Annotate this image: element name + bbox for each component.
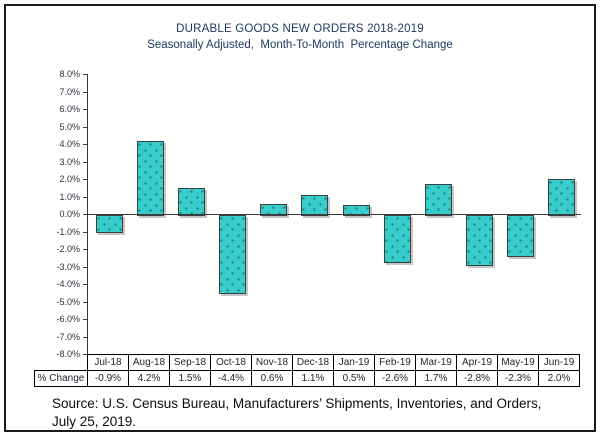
value-cell: 0.6% xyxy=(251,370,293,387)
y-tick-mark xyxy=(83,91,88,93)
y-tick-label: 8.0% xyxy=(59,69,80,79)
value-cell: -0.9% xyxy=(87,370,129,387)
value-cell: -2.8% xyxy=(456,370,498,387)
value-cell: 1.7% xyxy=(415,370,457,387)
value-cell: -2.3% xyxy=(497,370,539,387)
month-header-cell: Nov-18 xyxy=(251,354,293,371)
y-tick-label: -6.0% xyxy=(56,314,80,324)
y-tick-mark xyxy=(83,231,88,233)
bar-sep-18 xyxy=(178,187,206,216)
bar-apr-19 xyxy=(465,215,493,266)
row-label-cell: % Change xyxy=(34,370,88,387)
y-tick-label: -8.0% xyxy=(56,349,80,359)
y-tick-label: -4.0% xyxy=(56,279,80,289)
table-row-months: Jul-18 Aug-18 Sep-18 Oct-18 Nov-18 Dec-18 Jan-… xyxy=(35,354,580,371)
table-corner-cell xyxy=(35,355,88,371)
plot-area: 8.0% 7.0% 6.0% 5.0% 4.0% 3.0% 2.0% 1.0% 0.0% -1.0… xyxy=(56,69,581,359)
y-tick-label: 0.0% xyxy=(59,209,80,219)
table-row-values: % Change -0.9% 4.2% 1.5% -4.4% 0.6% 1.1% 0.5% -2… xyxy=(34,370,580,387)
y-tick-label: 7.0% xyxy=(59,86,80,97)
bar-mar-19 xyxy=(424,184,452,216)
y-tick-label: -1.0% xyxy=(56,226,80,237)
y-tick-mark xyxy=(83,179,88,180)
value-cell: 1.1% xyxy=(292,370,334,387)
source-line-2: July 25, 2019. xyxy=(52,414,137,429)
month-header-cell: Aug-18 xyxy=(128,354,170,371)
y-tick-label: -7.0% xyxy=(56,331,80,342)
month-header-cell: Feb-19 xyxy=(374,354,416,371)
y-tick-mark xyxy=(83,336,88,338)
y-tick-mark xyxy=(83,319,88,320)
y-tick-mark xyxy=(83,144,88,145)
y-tick-mark xyxy=(83,354,88,355)
y-tick-label: 3.0% xyxy=(59,156,80,167)
month-header-cell: Oct-18 xyxy=(210,354,252,371)
y-tick-label: 6.0% xyxy=(59,104,80,114)
y-tick-mark xyxy=(83,301,88,303)
value-cell: -2.6% xyxy=(374,370,416,387)
bar-feb-19 xyxy=(383,215,411,263)
y-tick-label: 1.0% xyxy=(59,191,80,202)
y-tick-label: -2.0% xyxy=(56,244,80,254)
month-header-cell: Jan-19 xyxy=(333,354,375,371)
y-tick-label: -5.0% xyxy=(56,296,80,307)
month-header-cell: Jun-19 xyxy=(538,354,580,371)
y-tick-mark xyxy=(83,284,88,285)
zero-axis-line xyxy=(88,214,581,215)
y-tick-mark xyxy=(83,249,88,250)
bar-oct-18 xyxy=(219,215,247,294)
bar-nov-18 xyxy=(260,203,288,216)
source-note: Source: U.S. Census Bureau, Manufacturer… xyxy=(52,395,541,431)
chart-frame: DURABLE GOODS NEW ORDERS 2018-2019 Seaso… xyxy=(4,4,596,432)
value-cell: -4.4% xyxy=(210,370,252,387)
y-tick-mark xyxy=(83,126,88,128)
bar-may-19 xyxy=(506,215,534,258)
y-tick-mark xyxy=(83,161,88,163)
value-cell: 2.0% xyxy=(538,370,580,387)
bar-aug-18 xyxy=(137,140,165,216)
y-tick-mark xyxy=(83,196,88,198)
data-table: Jul-18 Aug-18 Sep-18 Oct-18 Nov-18 Dec-18 Jan-… xyxy=(34,354,580,387)
y-tick-mark xyxy=(83,214,88,215)
chart-subtitle: Seasonally Adjusted, Month-To-Month Perc… xyxy=(147,39,453,51)
chart-title: DURABLE GOODS NEW ORDERS 2018-2019 xyxy=(176,23,424,35)
bar-dec-18 xyxy=(301,194,329,216)
month-header-cell: Dec-18 xyxy=(292,354,334,371)
month-header-cell: Apr-19 xyxy=(456,354,498,371)
bar-jan-19 xyxy=(342,205,370,216)
month-header-cell: Sep-18 xyxy=(169,354,211,371)
month-header-cell: Jul-18 xyxy=(87,354,129,371)
value-cell: 0.5% xyxy=(333,370,375,387)
y-tick-label: 2.0% xyxy=(59,174,80,184)
y-tick-label: -3.0% xyxy=(56,261,80,272)
y-tick-mark xyxy=(83,74,88,75)
y-tick-label: 4.0% xyxy=(59,139,80,149)
y-tick-mark xyxy=(83,109,88,110)
source-line-1: Source: U.S. Census Bureau, Manufacturer… xyxy=(52,396,542,411)
bar-jun-19 xyxy=(547,179,575,216)
month-header-cell: May-19 xyxy=(497,354,539,371)
y-tick-mark xyxy=(83,266,88,268)
month-header-cell: Mar-19 xyxy=(415,354,457,371)
value-cell: 4.2% xyxy=(128,370,170,387)
bar-jul-18 xyxy=(96,215,124,233)
y-tick-label: 5.0% xyxy=(59,121,80,132)
value-cell: 1.5% xyxy=(169,370,211,387)
